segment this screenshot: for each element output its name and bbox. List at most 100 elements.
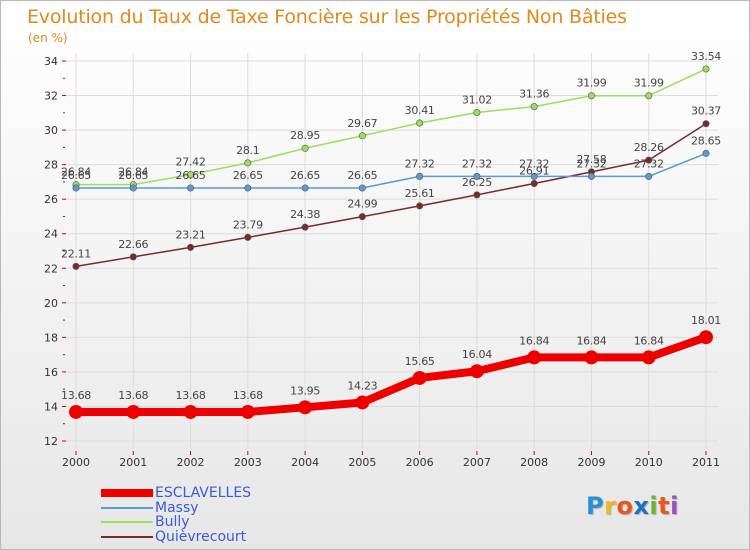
data-point	[126, 404, 141, 419]
data-point	[129, 184, 137, 192]
data-point	[469, 364, 484, 379]
data-label: 27.32	[576, 157, 606, 170]
data-point	[72, 184, 80, 192]
legend-label: ESCLAVELLES	[155, 485, 252, 501]
x-tick-label: 2004	[291, 456, 319, 469]
data-label: 28.65	[691, 134, 721, 147]
logo-letter: t	[658, 492, 671, 520]
data-point	[358, 213, 366, 221]
legend-swatch	[101, 521, 153, 523]
data-label: 13.68	[61, 389, 91, 402]
data-point	[301, 184, 309, 192]
data-label: 27.32	[462, 157, 492, 170]
data-label: 29.67	[347, 117, 377, 130]
data-label-layer: 13.68 13.68 13.68 13.68 13.95 14.23 15.65 16.04…	[61, 50, 722, 402]
data-point	[244, 159, 252, 167]
x-tick-label: 2005	[348, 456, 376, 469]
data-label: 13.95	[290, 384, 320, 397]
legend-label: Quièvrecourt	[155, 528, 247, 545]
data-label: 13.68	[233, 389, 263, 402]
data-label: 26.65	[347, 169, 377, 182]
data-label: 16.84	[634, 334, 664, 347]
data-point	[240, 404, 255, 419]
y-tick-label: 34	[44, 55, 58, 68]
data-point	[645, 156, 653, 164]
data-label: 26.91	[519, 164, 549, 177]
logo-letter: i	[649, 492, 659, 520]
data-label: 26.65	[233, 169, 263, 182]
data-point	[473, 191, 481, 199]
x-tick-label: 2007	[463, 456, 491, 469]
y-tick-label: 18	[44, 331, 58, 344]
data-label: 31.99	[576, 77, 606, 90]
data-label: 26.84	[61, 166, 91, 179]
data-label: 31.36	[519, 88, 549, 101]
data-label: 24.38	[290, 208, 320, 221]
data-point	[298, 400, 313, 415]
data-label: 27.58	[576, 153, 606, 166]
logo-letter: r	[604, 492, 617, 520]
data-label: 24.99	[347, 198, 377, 211]
data-point	[412, 370, 427, 385]
data-label: 22.66	[118, 238, 148, 251]
data-point	[702, 120, 710, 128]
axis-layer: 12 14 16 18 20 22 24 26 28 30 32 34 2000 2001 2002 2003…	[44, 55, 720, 469]
y-tick-label: 28	[44, 159, 58, 172]
data-label: 26.65	[118, 169, 148, 182]
data-point	[645, 172, 653, 180]
x-tick-label: 2000	[62, 456, 90, 469]
data-point	[244, 233, 252, 241]
data-label: 28.26	[634, 141, 664, 154]
data-label: 26.84	[118, 166, 148, 179]
data-label: 23.79	[233, 218, 263, 231]
data-label: 27.32	[519, 157, 549, 170]
series-line	[75, 123, 707, 268]
series-layer	[69, 65, 713, 419]
data-point	[187, 171, 195, 179]
series-line	[76, 152, 707, 189]
series-line	[76, 333, 708, 416]
legend-label: Massy	[155, 499, 199, 516]
data-label: 16.04	[462, 348, 492, 361]
legend-swatch	[101, 489, 153, 497]
data-point	[358, 132, 366, 140]
data-label: 28.95	[290, 129, 320, 142]
x-tick-label: 2001	[119, 456, 147, 469]
x-tick-label: 2011	[692, 456, 720, 469]
series-line	[76, 68, 707, 186]
data-label: 26.65	[290, 169, 320, 182]
data-label: 31.02	[462, 93, 492, 106]
legend-swatch	[101, 506, 153, 509]
proxiti-logo: Proxiti	[586, 492, 679, 520]
x-tick-label: 2006	[406, 456, 434, 469]
data-point	[355, 395, 370, 410]
legend-label: Bully	[155, 514, 190, 530]
data-point	[69, 404, 83, 419]
x-tick-label: 2010	[635, 456, 663, 469]
data-label: 26.65	[61, 169, 91, 182]
data-point	[587, 92, 595, 100]
y-tick-label: 14	[44, 400, 58, 413]
data-point	[702, 149, 710, 157]
data-label: 33.54	[691, 50, 721, 63]
data-label: 28.1	[236, 144, 259, 157]
data-label: 26.65	[176, 169, 206, 182]
logo-letter: P	[586, 492, 605, 520]
logo-letter: o	[616, 492, 634, 520]
data-label: 27.32	[405, 157, 435, 170]
data-label: 13.68	[118, 389, 148, 402]
data-point	[584, 350, 599, 365]
data-point	[416, 172, 424, 180]
data-point	[183, 404, 198, 419]
legend-swatch	[101, 535, 153, 538]
y-tick-label: 22	[44, 262, 58, 275]
data-label: 16.84	[576, 334, 606, 347]
x-tick-label: 2009	[577, 456, 605, 469]
data-point	[702, 65, 710, 73]
y-tick-label: 16	[44, 366, 58, 379]
data-label: 27.32	[634, 157, 664, 170]
grid-layer	[64, 53, 718, 449]
data-point	[244, 184, 252, 192]
